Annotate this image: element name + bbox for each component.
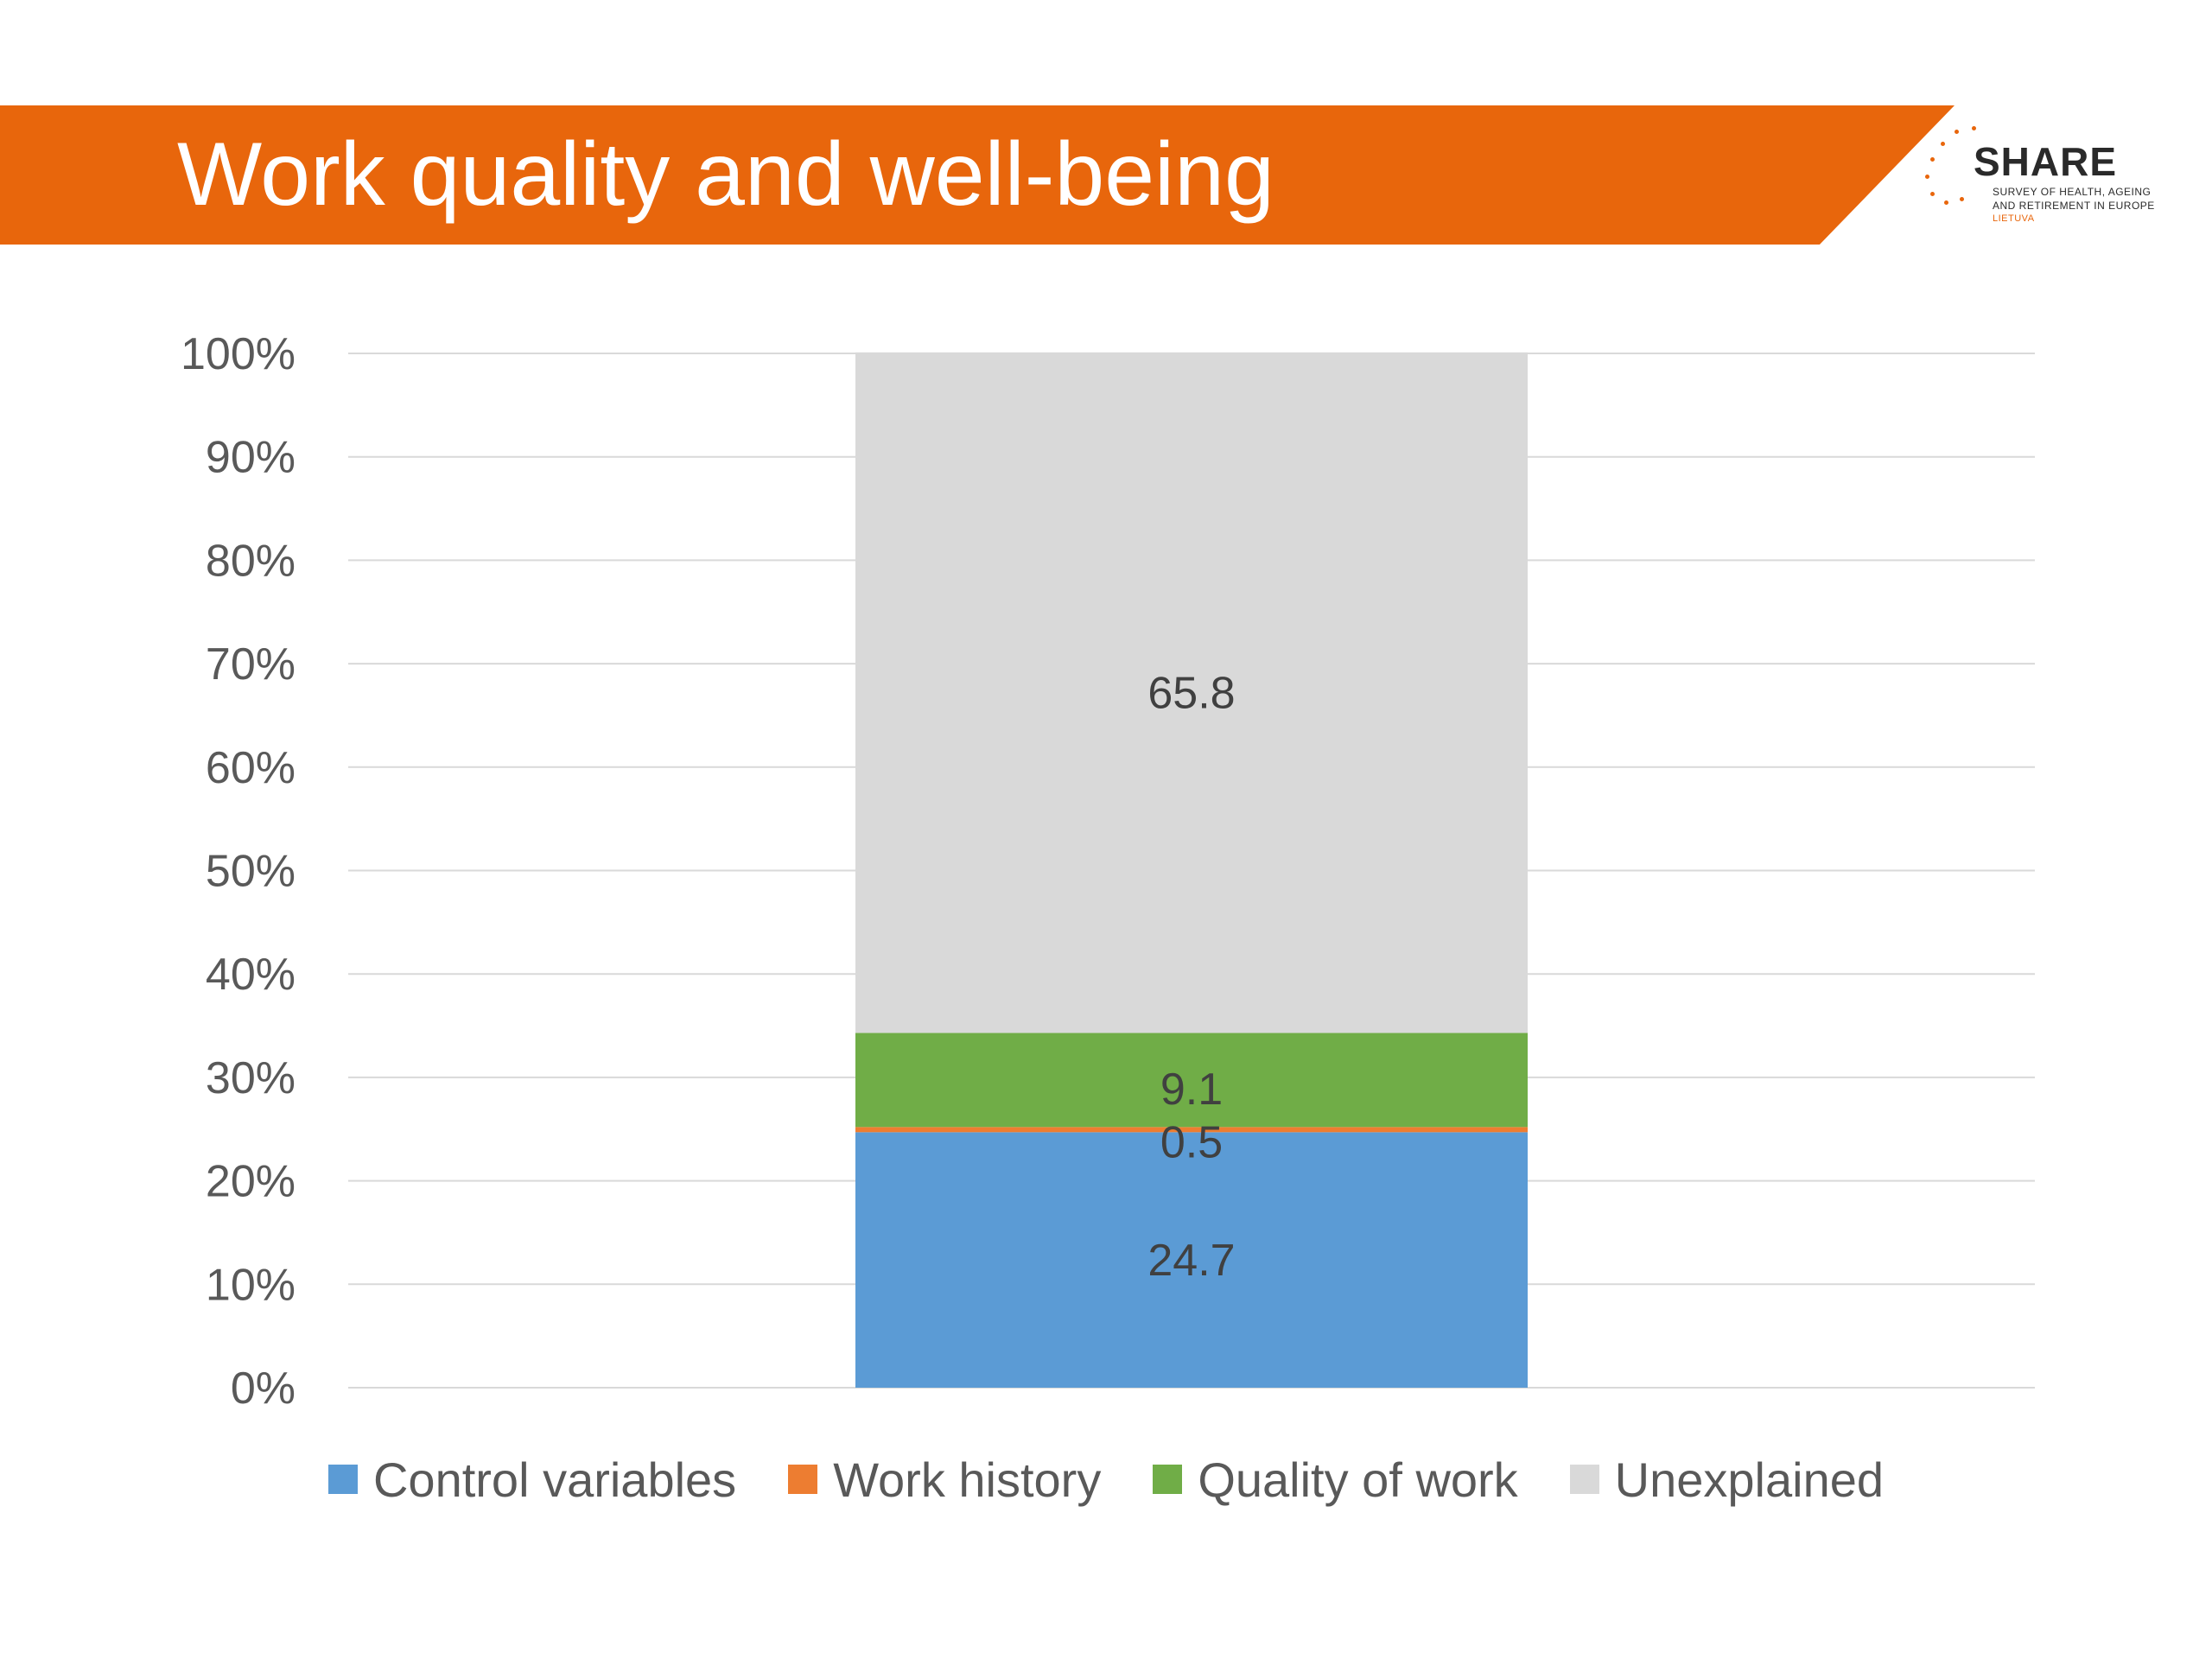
- y-tick-label: 90%: [206, 433, 296, 483]
- logo-dot: [1925, 175, 1929, 179]
- legend-swatch: [327, 1465, 358, 1494]
- legend-label: Unexplained: [1614, 1452, 1885, 1507]
- legend-label: Work history: [833, 1452, 1102, 1507]
- legend-label: Quality of work: [1198, 1452, 1518, 1507]
- legend-swatch: [1569, 1465, 1599, 1494]
- logo-dot: [1930, 157, 1935, 162]
- logo-dot: [1960, 197, 1964, 201]
- y-tick-label: 60%: [206, 743, 296, 793]
- title-banner: [0, 105, 1955, 245]
- bar-segment-unexplained: [855, 352, 1528, 1033]
- y-tick-label: 50%: [206, 847, 296, 897]
- legend-item-unexplained: Unexplained: [1569, 1452, 1885, 1508]
- logo-line-1: SURVEY OF HEALTH, AGEING: [1993, 186, 2152, 198]
- logo-dot: [1955, 130, 1959, 134]
- legend-item-control-variables: Control variables: [327, 1452, 737, 1508]
- bar-segment-work-history: [855, 1127, 1528, 1133]
- logo-dot: [1972, 126, 1976, 130]
- data-label: 9.1: [1160, 1065, 1223, 1115]
- slide-title: Work quality and well-being: [177, 124, 1274, 225]
- legend-swatch: [1153, 1465, 1183, 1494]
- logo-region: LIETUVA: [1993, 213, 2035, 224]
- y-tick-label: 30%: [206, 1053, 296, 1103]
- logo-dot: [1941, 142, 1945, 146]
- y-tick-label: 0%: [231, 1363, 296, 1414]
- y-axis-ticks: 0% 10% 20% 30% 40% 50% 60% 70% 80% 90% 100%: [181, 329, 296, 1414]
- legend-item-quality-of-work: Quality of work: [1153, 1452, 1518, 1508]
- legend: Control variables Work history Quality o…: [0, 1445, 2212, 1514]
- logo-dot: [1930, 192, 1935, 196]
- logo-brand: SHARE: [1974, 139, 2118, 184]
- y-tick-label: 100%: [181, 329, 296, 379]
- legend-swatch: [788, 1465, 818, 1494]
- y-tick-label: 10%: [206, 1260, 296, 1310]
- y-tick-label: 80%: [206, 536, 296, 586]
- logo-dot: [1944, 200, 1948, 205]
- bar-stack: [855, 352, 1528, 1388]
- data-labels: 24.7 0.59.1 65.8: [1147, 669, 1235, 1287]
- legend-label: Control variables: [372, 1452, 737, 1507]
- y-tick-label: 70%: [206, 639, 296, 690]
- share-logo: SHARE SURVEY OF HEALTH, AGEING AND RETIR…: [1910, 121, 2212, 242]
- data-label: 24.7: [1147, 1236, 1235, 1286]
- logo-line-2: AND RETIREMENT IN EUROPE: [1993, 200, 2155, 212]
- y-tick-label: 20%: [206, 1157, 296, 1207]
- y-tick-label: 40%: [206, 950, 296, 1000]
- data-label: 0.5: [1160, 1117, 1223, 1167]
- bar-segment-control-variables: [855, 1132, 1528, 1388]
- data-label: 65.8: [1147, 669, 1235, 719]
- legend-item-work-history: Work history: [788, 1452, 1101, 1508]
- bar-segment-quality-of-work: [855, 1033, 1528, 1128]
